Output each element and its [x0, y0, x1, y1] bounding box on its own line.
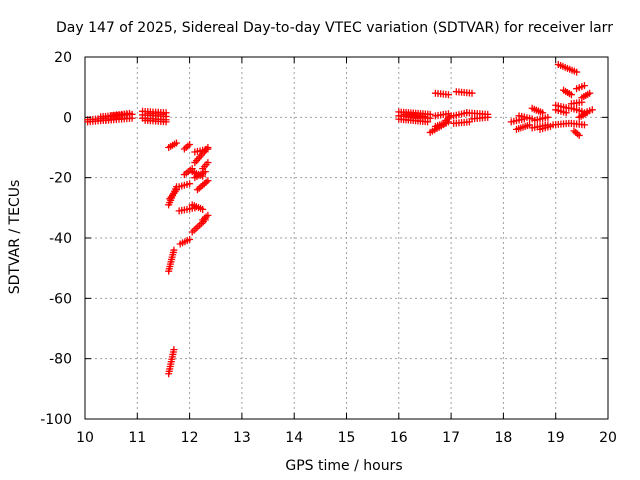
data-point: [199, 205, 207, 213]
data-point: [204, 177, 212, 185]
data-point: [173, 139, 181, 147]
data-point: [426, 114, 434, 122]
data-point: [128, 114, 136, 122]
data-point: [580, 82, 588, 90]
x-tick-label: 20: [599, 430, 617, 446]
data-markers: [84, 61, 596, 378]
data-point: [125, 109, 133, 117]
data-point: [586, 89, 594, 97]
data-point: [424, 118, 432, 126]
x-tick-label: 19: [547, 430, 565, 446]
data-point: [186, 180, 194, 188]
y-tick-label: 0: [63, 110, 72, 126]
data-point: [468, 89, 476, 97]
y-tick-label: -100: [40, 412, 72, 428]
x-axis-ticks: 10 11 12 13 14 15 16 17 18 19 20: [76, 57, 617, 446]
x-tick-label: 10: [76, 430, 94, 446]
data-point: [588, 106, 596, 114]
x-tick-label: 12: [181, 430, 199, 446]
data-point: [204, 159, 212, 167]
data-point: [575, 131, 583, 139]
y-axis-label: SDTVAR / TECUs: [7, 180, 23, 295]
data-point: [162, 118, 170, 126]
data-point: [573, 68, 581, 76]
x-tick-label: 13: [233, 430, 251, 446]
x-tick-label: 18: [494, 430, 512, 446]
chart-title: Day 147 of 2025, Sidereal Day-to-day VTE…: [56, 20, 613, 36]
x-axis-label: GPS time / hours: [285, 458, 402, 474]
y-tick-label: 20: [54, 50, 72, 66]
data-point: [159, 110, 167, 118]
data-point: [484, 113, 492, 121]
x-tick-label: 16: [390, 430, 408, 446]
data-point: [544, 113, 552, 121]
data-point: [580, 121, 588, 129]
data-point: [170, 246, 178, 254]
data-point: [204, 144, 212, 151]
data-point: [170, 346, 178, 354]
y-tick-label: -60: [49, 291, 72, 307]
y-tick-label: -40: [49, 231, 72, 247]
data-point: [204, 211, 212, 219]
data-point: [186, 236, 194, 244]
data-point: [421, 112, 429, 120]
y-tick-label: -80: [49, 352, 72, 368]
x-tick-label: 17: [442, 430, 460, 446]
x-tick-label: 15: [338, 430, 356, 446]
y-axis-ticks: -100 -80 -60 -40 -20 0 20: [40, 50, 608, 428]
data-point: [444, 91, 452, 99]
x-tick-label: 14: [285, 430, 303, 446]
y-tick-label: -20: [49, 171, 72, 187]
data-point: [567, 91, 575, 99]
data-point: [186, 140, 194, 148]
x-tick-label: 11: [128, 430, 146, 446]
